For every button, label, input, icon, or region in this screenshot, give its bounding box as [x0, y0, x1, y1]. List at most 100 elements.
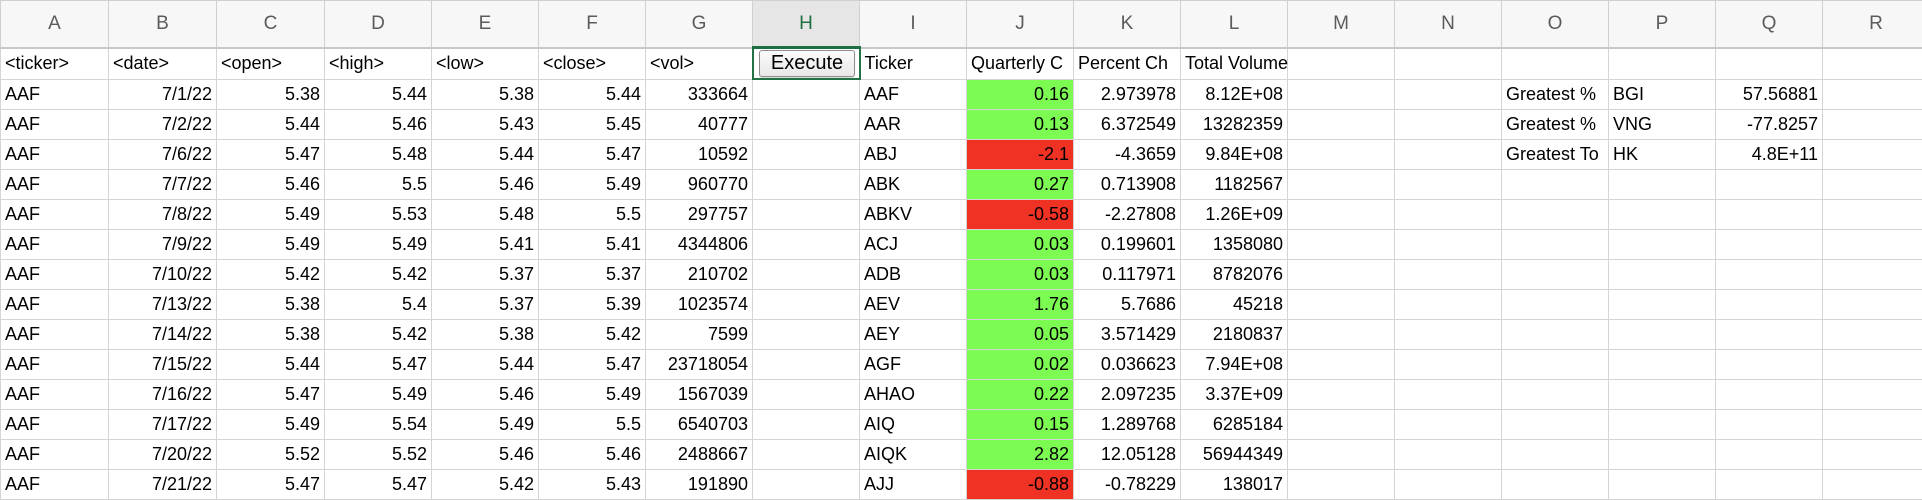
cell-e4[interactable]: 5.44 [432, 140, 539, 170]
cell-f2[interactable]: 5.44 [539, 79, 646, 110]
cell-d9[interactable]: 5.4 [325, 290, 432, 320]
cell-c13[interactable]: 5.49 [217, 410, 325, 440]
cell-k9[interactable]: 5.7686 [1074, 290, 1181, 320]
cell-h14[interactable] [753, 440, 860, 470]
cell-i7[interactable]: ACJ [860, 230, 967, 260]
cell-g11[interactable]: 23718054 [646, 350, 753, 380]
cell-a14[interactable]: AAF [1, 440, 109, 470]
cell-l14[interactable]: 56944349 [1181, 440, 1288, 470]
cell-m15[interactable] [1288, 470, 1395, 500]
cell-n7[interactable] [1395, 230, 1502, 260]
cell-p12[interactable] [1609, 380, 1716, 410]
cell-a11[interactable]: AAF [1, 350, 109, 380]
cell-k4[interactable]: -4.3659 [1074, 140, 1181, 170]
cell-g15[interactable]: 191890 [646, 470, 753, 500]
cell-r12[interactable] [1823, 380, 1922, 410]
cell-b5[interactable]: 7/7/22 [109, 170, 217, 200]
cell-i3[interactable]: AAR [860, 110, 967, 140]
cell-r2[interactable] [1823, 79, 1922, 110]
cell-j9[interactable]: 1.76 [967, 290, 1074, 320]
cell-q13[interactable] [1716, 410, 1823, 440]
cell-b10[interactable]: 7/14/22 [109, 320, 217, 350]
cell-a10[interactable]: AAF [1, 320, 109, 350]
cell-o12[interactable] [1502, 380, 1609, 410]
cell-d6[interactable]: 5.53 [325, 200, 432, 230]
cell-m9[interactable] [1288, 290, 1395, 320]
cell-g8[interactable]: 210702 [646, 260, 753, 290]
column-header-a[interactable]: A [1, 1, 109, 48]
cell-q12[interactable] [1716, 380, 1823, 410]
column-header-b[interactable]: B [109, 1, 217, 48]
cell-l7[interactable]: 1358080 [1181, 230, 1288, 260]
cell-m10[interactable] [1288, 320, 1395, 350]
cell-b4[interactable]: 7/6/22 [109, 140, 217, 170]
cell-e11[interactable]: 5.44 [432, 350, 539, 380]
cell-a7[interactable]: AAF [1, 230, 109, 260]
cell-c11[interactable]: 5.44 [217, 350, 325, 380]
cell-l6[interactable]: 1.26E+09 [1181, 200, 1288, 230]
cell-k12[interactable]: 2.097235 [1074, 380, 1181, 410]
cell-o5[interactable] [1502, 170, 1609, 200]
cell-r8[interactable] [1823, 260, 1922, 290]
cell-l9[interactable]: 45218 [1181, 290, 1288, 320]
cell-c10[interactable]: 5.38 [217, 320, 325, 350]
cell-c5[interactable]: 5.46 [217, 170, 325, 200]
cell-m2[interactable] [1288, 79, 1395, 110]
cell-i11[interactable]: AGF [860, 350, 967, 380]
cell-p14[interactable] [1609, 440, 1716, 470]
cell-q3[interactable]: -77.8257 [1716, 110, 1823, 140]
cell-g12[interactable]: 1567039 [646, 380, 753, 410]
cell-k11[interactable]: 0.036623 [1074, 350, 1181, 380]
cell-a13[interactable]: AAF [1, 410, 109, 440]
cell-o3[interactable]: Greatest % [1502, 110, 1609, 140]
cell-j15[interactable]: -0.88 [967, 470, 1074, 500]
cell-d5[interactable]: 5.5 [325, 170, 432, 200]
cell-o7[interactable] [1502, 230, 1609, 260]
cell-h12[interactable] [753, 380, 860, 410]
cell-a4[interactable]: AAF [1, 140, 109, 170]
cell-g7[interactable]: 4344806 [646, 230, 753, 260]
cell-b9[interactable]: 7/13/22 [109, 290, 217, 320]
cell-l2[interactable]: 8.12E+08 [1181, 79, 1288, 110]
cell-b3[interactable]: 7/2/22 [109, 110, 217, 140]
cell-l12[interactable]: 3.37E+09 [1181, 380, 1288, 410]
cell-n1[interactable] [1395, 48, 1502, 80]
cell-o9[interactable] [1502, 290, 1609, 320]
column-header-c[interactable]: C [217, 1, 325, 48]
cell-b13[interactable]: 7/17/22 [109, 410, 217, 440]
cell-q2[interactable]: 57.56881 [1716, 79, 1823, 110]
cell-f4[interactable]: 5.47 [539, 140, 646, 170]
cell-e3[interactable]: 5.43 [432, 110, 539, 140]
cell-j4[interactable]: -2.1 [967, 140, 1074, 170]
column-header-q[interactable]: Q [1716, 1, 1823, 48]
cell-h9[interactable] [753, 290, 860, 320]
cell-c9[interactable]: 5.38 [217, 290, 325, 320]
cell-o11[interactable] [1502, 350, 1609, 380]
cell-r4[interactable] [1823, 140, 1922, 170]
cell-f6[interactable]: 5.5 [539, 200, 646, 230]
cell-n14[interactable] [1395, 440, 1502, 470]
cell-q9[interactable] [1716, 290, 1823, 320]
column-header-e[interactable]: E [432, 1, 539, 48]
cell-l10[interactable]: 2180837 [1181, 320, 1288, 350]
cell-h3[interactable] [753, 110, 860, 140]
cell-p6[interactable] [1609, 200, 1716, 230]
cell-i12[interactable]: AHAO [860, 380, 967, 410]
cell-j3[interactable]: 0.13 [967, 110, 1074, 140]
cell-h5[interactable] [753, 170, 860, 200]
cell-j13[interactable]: 0.15 [967, 410, 1074, 440]
cell-n9[interactable] [1395, 290, 1502, 320]
cell-k15[interactable]: -0.78229 [1074, 470, 1181, 500]
cell-m11[interactable] [1288, 350, 1395, 380]
cell-a12[interactable]: AAF [1, 380, 109, 410]
cell-d1[interactable]: <high> [325, 48, 432, 80]
cell-b1[interactable]: <date> [109, 48, 217, 80]
cell-p13[interactable] [1609, 410, 1716, 440]
cell-p2[interactable]: BGI [1609, 79, 1716, 110]
cell-b14[interactable]: 7/20/22 [109, 440, 217, 470]
cell-c12[interactable]: 5.47 [217, 380, 325, 410]
cell-j11[interactable]: 0.02 [967, 350, 1074, 380]
cell-i2[interactable]: AAF [860, 79, 967, 110]
cell-b2[interactable]: 7/1/22 [109, 79, 217, 110]
cell-h4[interactable] [753, 140, 860, 170]
